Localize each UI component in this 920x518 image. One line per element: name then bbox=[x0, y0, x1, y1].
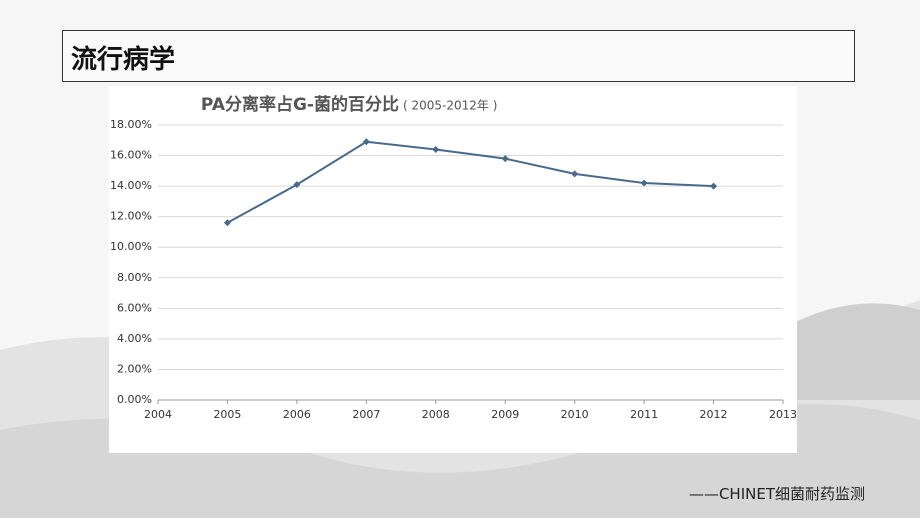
x-tick-label: 2008 bbox=[422, 408, 450, 421]
data-point bbox=[710, 182, 718, 190]
y-tick-label: 18.00% bbox=[110, 118, 152, 131]
header: 流行病学 bbox=[62, 30, 855, 82]
y-tick-label: 4.00% bbox=[117, 332, 152, 345]
chart: PA分离率占G-菌的百分比 ( 2005-2012年 ) 0.00% 2.00% 4… bbox=[109, 86, 797, 453]
x-tick-label: 2006 bbox=[283, 408, 311, 421]
source: ——CHINET细菌耐药监测 bbox=[688, 485, 865, 503]
data-point bbox=[293, 181, 301, 189]
y-tick-label: 0.00% bbox=[117, 393, 152, 406]
x-tick-label: 2013 bbox=[769, 408, 797, 421]
y-tick-label: 14.00% bbox=[110, 179, 152, 192]
x-tick-label: 2010 bbox=[561, 408, 589, 421]
chart-subtitle: ( 2005-2012年 ) bbox=[403, 99, 497, 113]
x-tick-label: 2012 bbox=[700, 408, 728, 421]
chart-title: PA分离率占G-菌的百分比 bbox=[201, 94, 399, 115]
y-tick-label: 2.00% bbox=[117, 362, 152, 375]
x-tick-label: 2011 bbox=[630, 408, 658, 421]
data-point bbox=[223, 219, 231, 227]
data-point bbox=[432, 145, 440, 153]
y-tick-label: 12.00% bbox=[110, 210, 152, 223]
data-point bbox=[571, 170, 579, 178]
y-tick-label: 8.00% bbox=[117, 271, 152, 284]
header-title: 流行病学 bbox=[71, 45, 176, 75]
data-line bbox=[226, 140, 714, 224]
x-tick-label: 2009 bbox=[491, 408, 519, 421]
x-tick-label: 2004 bbox=[144, 408, 172, 421]
y-tick-label: 10.00% bbox=[110, 240, 152, 253]
x-tick-label: 2007 bbox=[352, 408, 380, 421]
y-tick-label: 16.00% bbox=[110, 149, 152, 162]
data-point bbox=[640, 179, 648, 187]
data-point bbox=[362, 138, 370, 146]
x-tick-label: 2005 bbox=[213, 408, 241, 421]
data-point bbox=[501, 155, 509, 163]
y-tick-label: 6.00% bbox=[117, 301, 152, 314]
chart-area bbox=[109, 86, 797, 453]
